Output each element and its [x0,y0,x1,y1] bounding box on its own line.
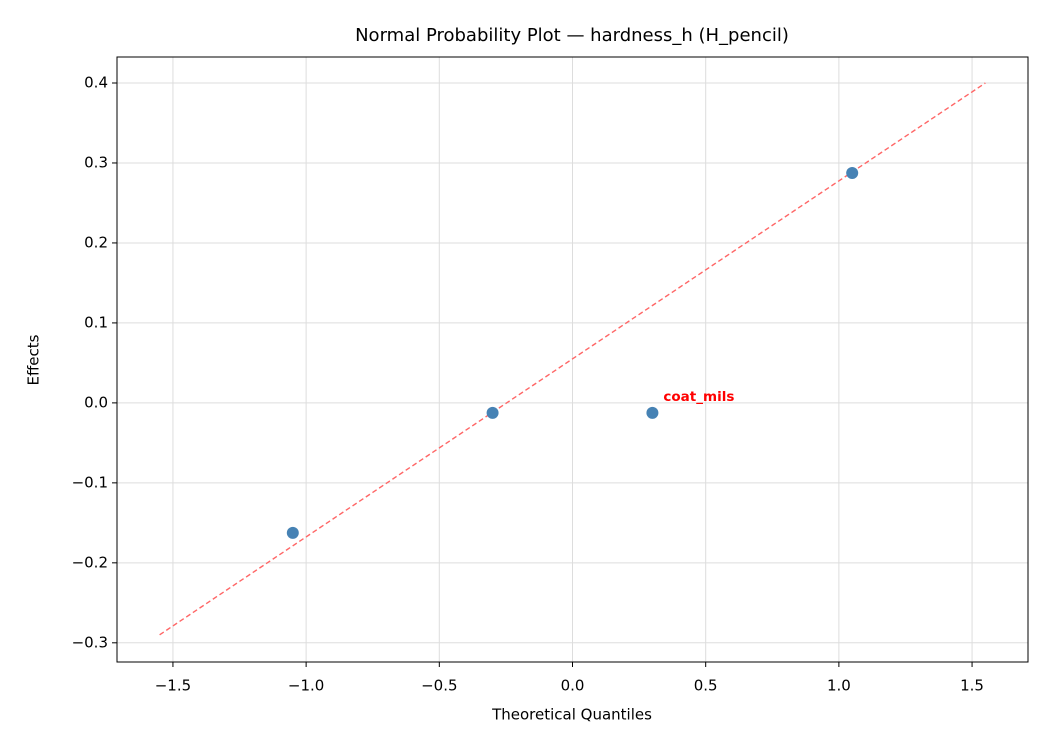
x-tick-label: 0.0 [561,677,585,695]
x-tick-label: 1.5 [960,677,984,695]
chart-title: Normal Probability Plot — hardness_h (H_… [355,25,789,46]
y-tick-label: 0.0 [84,393,108,411]
point [286,526,299,539]
y-tick-label: 0.2 [84,233,108,251]
y-tick-label: 0.4 [84,73,108,91]
x-tick-label: −1.5 [155,677,191,695]
y-tick-label: −0.3 [72,633,108,651]
annotation: coat_mils [663,389,734,405]
x-tick-label: 1.0 [827,677,851,695]
point [846,166,859,179]
y-tick-label: 0.1 [84,313,108,331]
x-tick-label: 0.5 [694,677,718,695]
point [486,406,499,419]
x-axis-label: Theoretical Quantiles [491,706,652,724]
y-tick-label: −0.2 [72,553,108,571]
data-layer: coat_mils [159,82,986,636]
x-tick-label: −0.5 [421,677,457,695]
y-axis-label: Effects [25,334,43,385]
y-tick-label: 0.3 [84,153,108,171]
point [646,406,659,419]
x-tick-label: −1.0 [288,677,324,695]
grid-layer [117,57,1028,662]
y-tick-label: −0.1 [72,473,108,491]
